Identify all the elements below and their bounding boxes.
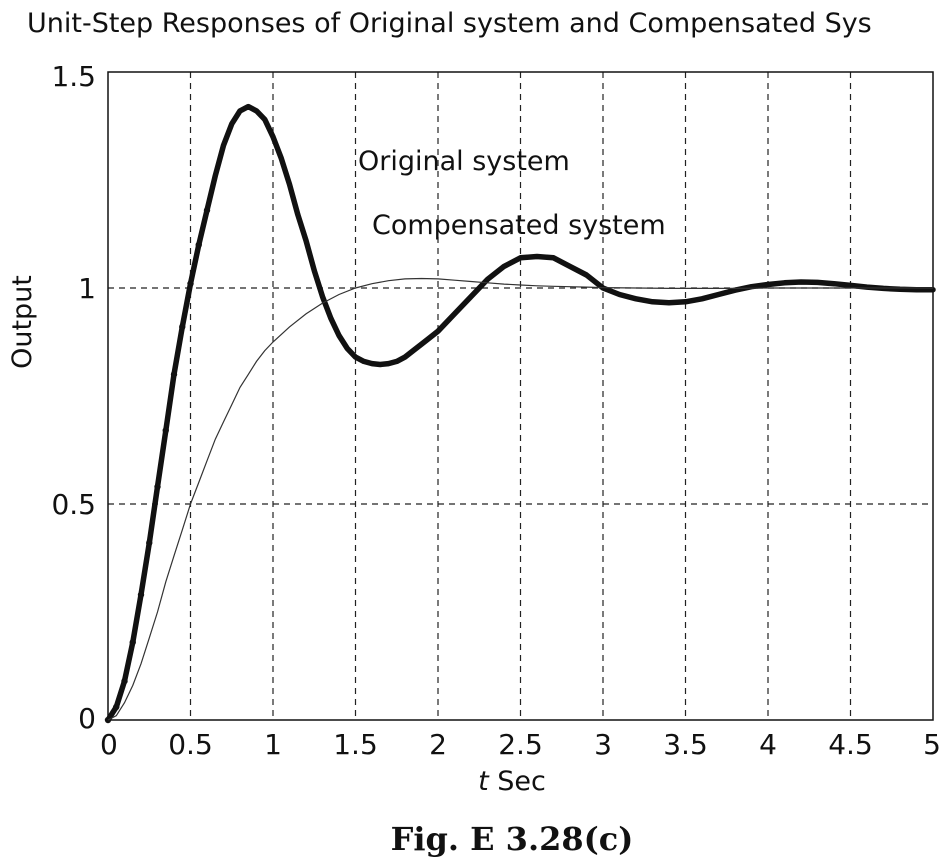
y-axis-label: Output <box>7 275 38 369</box>
grid <box>108 72 933 720</box>
series-original-system-point <box>113 703 120 711</box>
series-original-system-point <box>154 483 161 490</box>
series-compensated-system-line <box>107 277 933 721</box>
x-axis-label-italic: t <box>478 766 490 797</box>
x-tick-label: 1.5 <box>333 728 378 761</box>
y-tick-label: 0.5 <box>51 488 96 521</box>
x-axis-label: t Sec <box>478 766 546 797</box>
x-tick-label: 5 <box>923 728 941 761</box>
x-tick-label: 3.5 <box>663 728 708 761</box>
annotation-compensated-system: Compensated system <box>372 210 666 241</box>
figure-caption: Fig. E 3.28(c) <box>391 820 634 858</box>
series-layer <box>104 103 936 724</box>
x-tick-label: 4 <box>759 728 777 761</box>
plot-frame <box>107 71 934 721</box>
x-tick-label: 2 <box>429 728 447 761</box>
series-original-system-point <box>187 280 194 287</box>
series-original-system-point <box>162 427 169 434</box>
y-tick-label: 1 <box>78 272 96 305</box>
series-original-system-point <box>170 371 178 378</box>
series-original-system-point <box>121 677 128 685</box>
series-original-system-point <box>203 207 211 214</box>
x-axis-label-unit: Sec <box>489 766 546 797</box>
x-tick-label: 1 <box>264 728 282 761</box>
series-original-system-line <box>105 103 936 723</box>
x-tick-label: 0.5 <box>168 728 213 761</box>
x-tick-label: 3 <box>594 728 612 761</box>
x-tick-label: 0 <box>100 728 118 761</box>
series-original-system-point <box>137 591 145 598</box>
x-tick-label: 2.5 <box>498 728 543 761</box>
y-tick-label: 0 <box>78 702 96 735</box>
annotation-original-system: Original system <box>358 146 570 177</box>
series-original-system-point <box>195 241 202 248</box>
series-original-system-point <box>146 539 153 547</box>
series-original-system-point <box>129 639 136 646</box>
x-tick-label: 4.5 <box>828 728 873 761</box>
chart-title: Unit-Step Responses of Original system a… <box>27 8 872 39</box>
tick-labels: 0 0.5 1 1.5 2 2.5 3 3.5 4 4.5 5 0 0.5 1 1.5 <box>51 60 941 761</box>
series-original-system-point <box>179 323 186 331</box>
series-original-system <box>104 103 936 724</box>
y-tick-label: 1.5 <box>51 60 96 93</box>
